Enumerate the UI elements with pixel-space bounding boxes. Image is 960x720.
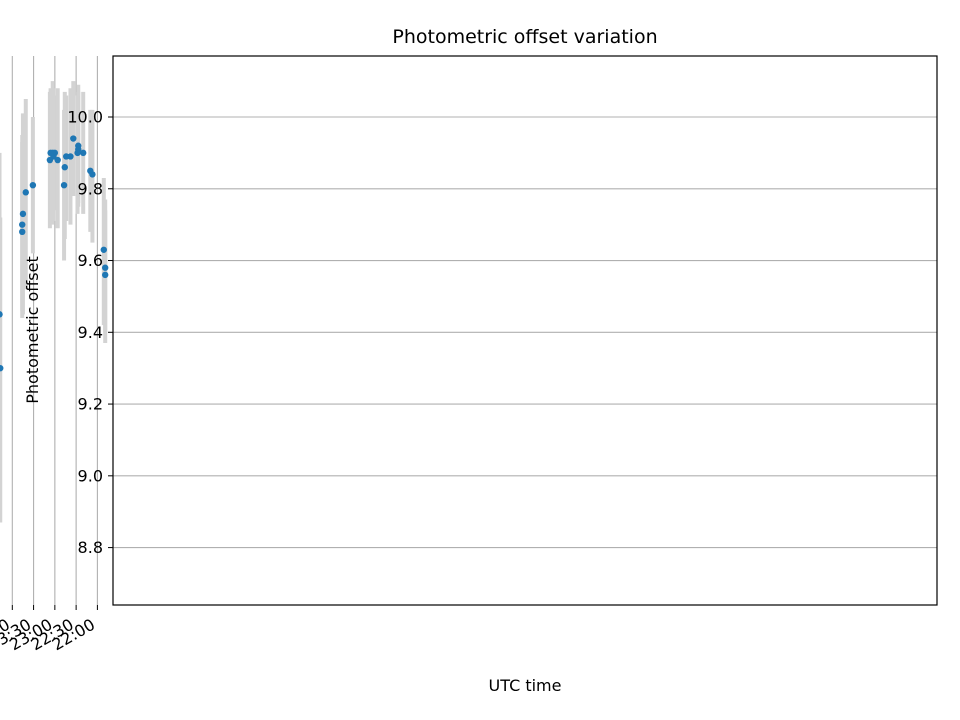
- y-axis-title: Photometric offset: [23, 256, 42, 404]
- y-tick-label: 9.4: [78, 323, 103, 342]
- grid-lines: [11, 56, 937, 605]
- data-point: [0, 364, 4, 372]
- data-point: [70, 135, 77, 142]
- y-tick-label: 8.8: [78, 538, 103, 557]
- data-point: [74, 149, 81, 157]
- data-point: [47, 149, 54, 157]
- y-tick-label: 9.0: [78, 466, 103, 485]
- chart-title: Photometric offset variation: [392, 26, 657, 48]
- data-point: [60, 181, 68, 189]
- x-axis-ticks: 22:0022:3023:0023:3000:0000:3001:0001:30…: [0, 605, 98, 654]
- data-point: [61, 164, 68, 171]
- x-axis-title: UTC time: [489, 676, 562, 695]
- plot-frame: [112, 55, 938, 606]
- data-point: [19, 221, 26, 228]
- data-point: [46, 156, 54, 164]
- data-point: [80, 149, 87, 157]
- y-tick-label: 10.0: [67, 108, 103, 127]
- data-points: [0, 135, 109, 372]
- y-tick-label: 9.6: [78, 251, 103, 270]
- y-axis-ticks: 8.8 9.0 9.2 9.4 9.6 9.8 10.0: [67, 108, 113, 557]
- data-point: [29, 181, 37, 189]
- data-point: [19, 210, 27, 218]
- data-point: [87, 167, 94, 175]
- data-point: [54, 156, 61, 164]
- data-point: [22, 189, 29, 196]
- data-point: [100, 246, 107, 253]
- data-point: [62, 153, 70, 160]
- data-point: [19, 228, 26, 236]
- data-point: [0, 311, 3, 318]
- y-tick-label: 9.8: [78, 179, 103, 198]
- y-tick-label: 9.2: [78, 395, 103, 414]
- data-point: [101, 264, 109, 271]
- data-point: [101, 271, 109, 279]
